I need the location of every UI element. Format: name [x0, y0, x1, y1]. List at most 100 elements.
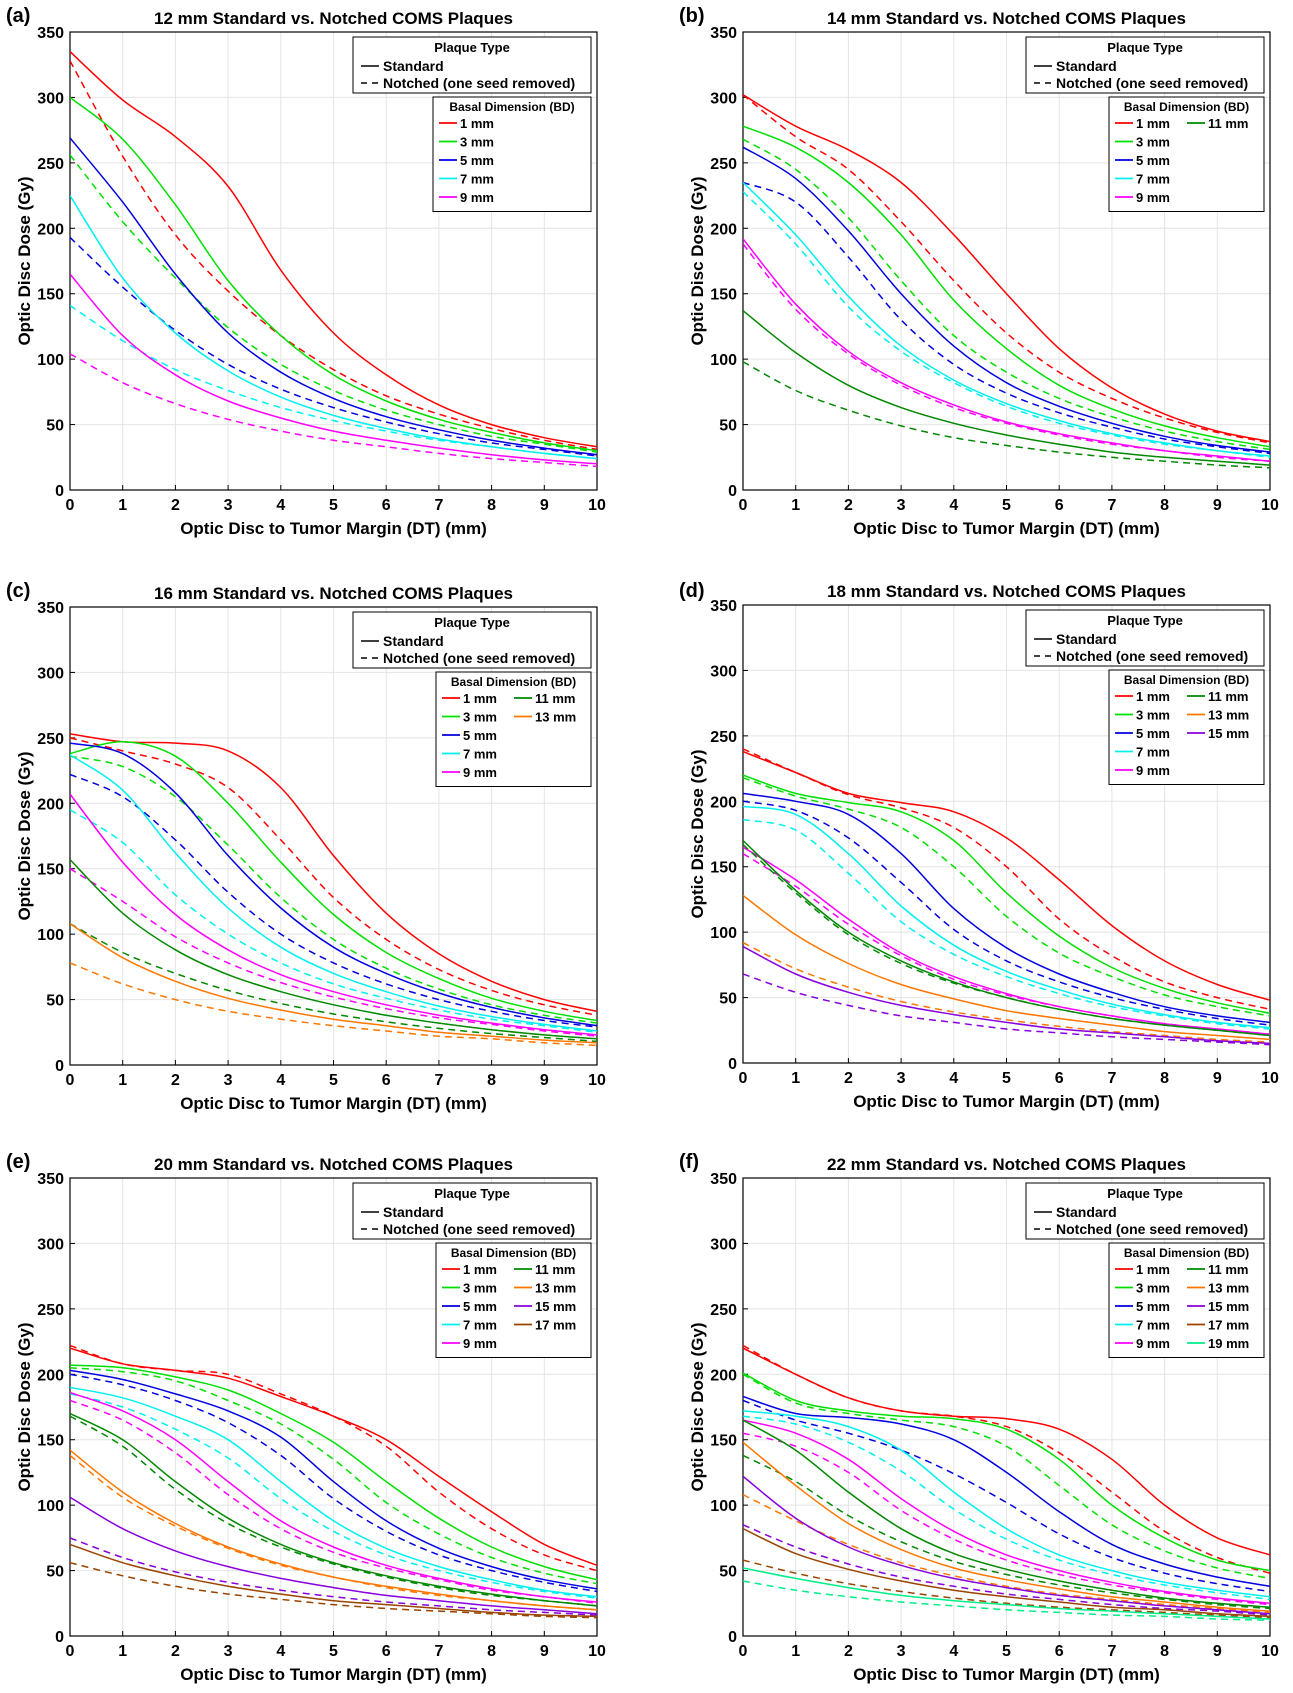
legend-bd-label: 1 mm — [463, 1262, 497, 1277]
legend-bd-label: 9 mm — [460, 190, 494, 205]
x-tick-label: 7 — [1107, 1070, 1116, 1087]
series-line-9mm-standard — [70, 273, 597, 465]
series-line-3mm-notched — [743, 776, 1270, 1017]
series-line-11mm-notched — [70, 923, 597, 1043]
y-tick-label: 250 — [37, 1302, 64, 1319]
series-line-7mm-notched — [70, 304, 597, 460]
series-line-19mm-notched — [743, 1580, 1270, 1622]
x-tick-label: 3 — [897, 1643, 906, 1660]
chart-panel-a: (a) 12 mm Standard vs. Notched COMS Plaqu… — [6, 5, 606, 538]
y-axis-label: Optic Disc Dose (Gy) — [688, 176, 707, 345]
series-line-3mm-standard — [743, 125, 1270, 448]
y-tick-label: 150 — [37, 862, 64, 879]
legend-bd-label: 3 mm — [463, 710, 497, 725]
legend-bd-label: 11 mm — [535, 691, 575, 706]
y-tick-label: 300 — [37, 665, 64, 682]
legend-bd-label: 7 mm — [1136, 745, 1170, 760]
y-tick-label: 200 — [37, 796, 64, 813]
series-line-11mm-notched — [70, 1415, 597, 1607]
series-line-5mm-standard — [743, 792, 1270, 1024]
series-line-1mm-notched — [743, 748, 1270, 1011]
x-tick-label: 4 — [949, 1070, 958, 1087]
x-tick-label: 7 — [434, 1072, 443, 1089]
x-tick-label: 2 — [171, 1643, 180, 1660]
series-group — [743, 748, 1270, 1046]
y-axis-label: Optic Disc Dose (Gy) — [688, 1322, 707, 1491]
legend-bd-title: Basal Dimension (BD) — [1124, 673, 1249, 687]
legend-plaque-title: Plaque Type — [1107, 1186, 1183, 1201]
series-line-17mm-standard — [70, 1543, 597, 1618]
legend-bd-label: 5 mm — [1136, 1299, 1170, 1314]
legend-bd-box — [1108, 1242, 1265, 1358]
series-line-9mm-notched — [70, 868, 597, 1037]
x-tick-label: 10 — [588, 1643, 606, 1660]
legend-bd-label: 5 mm — [1136, 726, 1170, 741]
x-tick-label: 5 — [329, 497, 338, 514]
y-tick-label: 200 — [37, 221, 64, 238]
legend-bd-label: 19 mm — [1208, 1336, 1249, 1351]
series-line-9mm-notched — [70, 1399, 597, 1605]
series-line-13mm-notched — [743, 1494, 1270, 1614]
y-tick-label: 100 — [710, 925, 737, 942]
series-group — [70, 733, 597, 1047]
x-tick-label: 0 — [66, 1643, 75, 1660]
y-tick-label: 250 — [710, 156, 737, 173]
x-tick-label: 6 — [382, 1643, 391, 1660]
legend-bd-label: 13 mm — [1208, 1281, 1249, 1296]
legend-notched-label: Notched (one seed removed) — [1056, 648, 1248, 664]
x-tick-label: 8 — [487, 1643, 496, 1660]
y-tick-label: 250 — [710, 1302, 737, 1319]
chart-title: 14 mm Standard vs. Notched COMS Plaques — [827, 9, 1186, 28]
y-tick-label: 50 — [46, 993, 64, 1010]
x-tick-label: 7 — [434, 1643, 443, 1660]
series-line-3mm-standard — [743, 774, 1270, 1015]
legend-bd-label: 1 mm — [1136, 116, 1170, 131]
x-tick-label: 4 — [276, 1643, 285, 1660]
y-axis-label: Optic Disc Dose (Gy) — [15, 1322, 34, 1491]
legend-plaque-box — [352, 1182, 592, 1240]
legend-bd-label: 1 mm — [463, 691, 497, 706]
series-line-11mm-standard — [70, 859, 597, 1040]
series-line-1mm-standard — [743, 94, 1270, 443]
chart-panel-e: (e) 20 mm Standard vs. Notched COMS Plaqu… — [6, 1151, 606, 1684]
series-line-17mm-standard — [743, 1528, 1270, 1618]
legend-bd-label: 3 mm — [460, 135, 494, 150]
x-tick-label: 1 — [791, 497, 800, 514]
x-tick-label: 8 — [487, 497, 496, 514]
series-group — [743, 94, 1270, 469]
series-line-3mm-notched — [70, 755, 597, 1024]
series-line-7mm-standard — [70, 754, 597, 1032]
series-line-13mm-notched — [70, 962, 597, 1047]
legend-bd-label: 11 mm — [1208, 1262, 1248, 1277]
series-line-5mm-standard — [743, 146, 1270, 453]
y-tick-label: 200 — [710, 221, 737, 238]
series-line-17mm-notched — [70, 1561, 597, 1619]
y-tick-label: 350 — [37, 600, 64, 617]
y-tick-label: 150 — [710, 1433, 737, 1450]
y-axis-label: Optic Disc Dose (Gy) — [15, 751, 34, 920]
x-tick-label: 0 — [739, 1643, 748, 1660]
legend-bd-title: Basal Dimension (BD) — [449, 100, 574, 114]
series-line-13mm-notched — [743, 941, 1270, 1043]
series-line-3mm-standard — [70, 1364, 597, 1581]
series-line-3mm-notched — [743, 1373, 1270, 1580]
legend-standard-label: Standard — [1056, 1204, 1117, 1220]
legend-plaque-box — [1025, 1182, 1265, 1240]
series-line-15mm-notched — [743, 973, 1270, 1046]
legend-standard-label: Standard — [1056, 631, 1117, 647]
y-tick-label: 200 — [710, 1367, 737, 1384]
series-line-15mm-standard — [743, 1475, 1270, 1615]
legend-bd-label: 9 mm — [1136, 1336, 1170, 1351]
legend-standard-label: Standard — [383, 633, 444, 649]
y-tick-label: 0 — [55, 1058, 64, 1075]
y-tick-label: 50 — [46, 1564, 64, 1581]
legend-bd-label: 17 mm — [535, 1318, 576, 1333]
series-line-13mm-standard — [743, 1441, 1270, 1612]
series-line-7mm-standard — [743, 805, 1270, 1029]
series-line-7mm-notched — [743, 191, 1270, 459]
legend-bd-label: 11 mm — [1208, 689, 1248, 704]
chart-title: 16 mm Standard vs. Notched COMS Plaques — [154, 584, 513, 603]
y-tick-label: 150 — [710, 860, 737, 877]
series-line-5mm-standard — [743, 1395, 1270, 1588]
